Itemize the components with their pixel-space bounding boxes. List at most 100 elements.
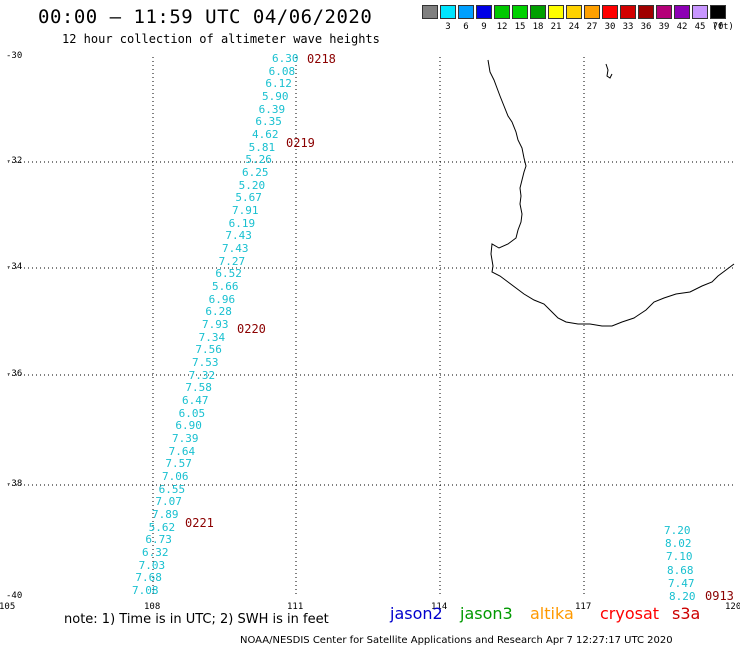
scale-label: 9: [481, 22, 487, 32]
latitude-label: -34: [6, 262, 23, 272]
scale-swatch: [494, 5, 510, 19]
scale-label: 39: [658, 22, 670, 32]
scale-label: 6: [463, 22, 469, 32]
wave-height-value: 7.57: [165, 457, 192, 471]
scale-label: 30: [604, 22, 616, 32]
scale-swatch: [440, 5, 456, 19]
wave-height-value: 7.53: [192, 356, 219, 369]
wave-height-value: 6.28: [205, 305, 232, 319]
wave-height-value: 5.67: [235, 191, 262, 205]
wave-height-value: 7.34: [198, 330, 226, 344]
footer-credit: NOAA/NESDIS Center for Satellite Applica…: [240, 635, 673, 646]
wave-height-value: 7.06: [162, 470, 189, 483]
longitude-label: 108: [144, 602, 161, 612]
pass-time-label: 0913: [705, 589, 734, 603]
scale-swatch: [674, 5, 690, 19]
scale-swatch: [602, 5, 618, 19]
mission-name: cryosat: [600, 604, 660, 623]
wave-height-value: 7.93: [202, 318, 229, 331]
scale-swatch: [422, 5, 438, 19]
scale-swatch: [530, 5, 546, 19]
wave-height-value: 5.62: [148, 520, 176, 534]
color-scale-legend: 3 6 9 12 15 18 21 24 27 30 33 36 39 42 45 70 (ft): [422, 5, 740, 45]
wave-height-value: 7.07: [155, 495, 182, 509]
longitude-label: 105: [0, 602, 16, 612]
longitude-label: 120: [725, 602, 740, 612]
wave-height-value: 6.96: [208, 292, 236, 306]
latitude-label: -38: [6, 479, 23, 489]
mission-name: altika: [530, 604, 574, 623]
map-title: 00:00 – 11:59 UTC 04/06/2020: [38, 6, 373, 28]
pass-time-label: 0219: [286, 136, 315, 150]
wave-height-value: 7.03: [138, 558, 166, 572]
wave-height-value: 8.02: [665, 537, 692, 551]
wave-height-value: 7.58: [185, 381, 212, 395]
scale-swatch: [512, 5, 528, 19]
scale-label: 27: [586, 22, 598, 32]
wave-height-value: 6.47: [182, 394, 209, 407]
latitude-label: -36: [6, 369, 23, 379]
wave-height-value: 5.66: [212, 280, 239, 293]
longitude-label: 114: [431, 602, 448, 612]
mission-name: jason2: [390, 604, 443, 623]
pass-time-label: 0220: [237, 322, 266, 336]
coastline-inlet: [605, 63, 613, 79]
wave-height-value: 6.55: [158, 482, 186, 496]
pass-time-label: 0221: [185, 516, 214, 530]
wave-height-value: 7.56: [195, 343, 222, 357]
wave-height-value: 5.20: [238, 178, 266, 192]
wave-height-value: 6.35: [255, 115, 282, 129]
wave-height-value: 7.91: [232, 204, 259, 217]
mission-name: jason3: [460, 604, 513, 623]
wave-height-value: 7.47: [668, 576, 695, 590]
wave-height-value: 6.25: [242, 166, 269, 179]
footer-note: note: 1) Time is in UTC; 2) SWH is in fe…: [64, 612, 329, 627]
scale-swatch: [710, 5, 726, 19]
wave-height-value: 4.62: [252, 128, 279, 141]
wave-height-value: 7.39: [172, 432, 199, 445]
scale-swatch: [584, 5, 600, 19]
mission-name: s3a: [672, 604, 701, 623]
wave-height-value: 6.19: [228, 216, 256, 230]
scale-label: 36: [640, 22, 652, 32]
scale-swatch: [638, 5, 654, 19]
scale-swatch: [656, 5, 672, 19]
scale-label: 15: [514, 22, 526, 32]
wave-height-value: 7.32: [188, 368, 216, 382]
scale-swatch: [458, 5, 474, 19]
latitude-label: -32: [6, 156, 23, 166]
latitude-label: -30: [6, 51, 23, 61]
wave-height-value: 7.27: [218, 254, 246, 268]
scale-label: 42: [676, 22, 688, 32]
coastline-southwest-australia: [487, 59, 735, 327]
wave-height-value: 6.39: [258, 102, 286, 116]
wave-height-value: 7.10: [666, 550, 693, 564]
scale-label: 21: [550, 22, 562, 32]
scale-swatch: [476, 5, 492, 19]
wave-height-value: 7.68: [135, 571, 162, 585]
longitude-label: 117: [575, 602, 592, 612]
scale-swatch: [692, 5, 708, 19]
wave-height-value: 8.20: [669, 590, 696, 603]
wave-height-value: 6.12: [265, 77, 292, 91]
wave-height-value: 6.08: [268, 64, 296, 78]
wave-height-value: 8.68: [667, 563, 694, 577]
scale-label: 18: [532, 22, 544, 32]
scale-label: 12: [496, 22, 508, 32]
scale-label: 33: [622, 22, 634, 32]
wave-height-value: 7.64: [168, 444, 196, 458]
scale-unit: (ft): [712, 22, 734, 32]
pass-time-label: 0218: [307, 52, 336, 66]
wave-height-value: 6.52: [215, 267, 242, 281]
latitude-label: -40: [6, 591, 23, 601]
scale-swatch: [548, 5, 564, 19]
scale-swatch: [620, 5, 636, 19]
scale-label: 45: [694, 22, 706, 32]
wave-height-value: 5.26: [245, 153, 272, 167]
wave-height-value: 5.90: [262, 90, 289, 103]
wave-height-value: 7.43: [222, 242, 249, 255]
wave-height-value: 6.73: [145, 533, 172, 547]
wave-height-value: 7.43: [225, 229, 252, 243]
wave-height-value: 6.90: [175, 419, 202, 433]
